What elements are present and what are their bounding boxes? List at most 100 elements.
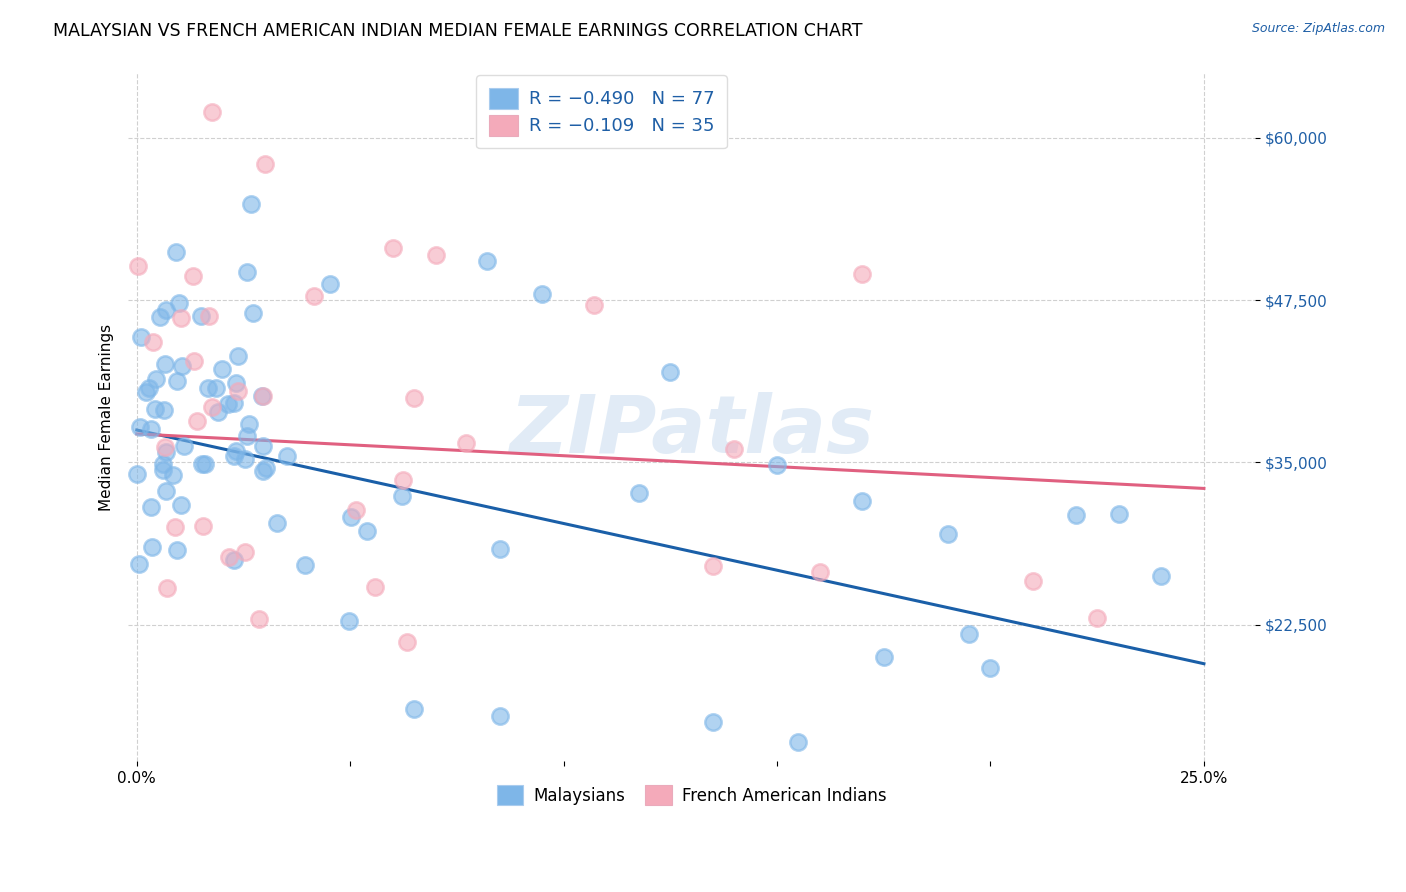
Point	[153, 402, 176, 417]
Point	[129, 330, 152, 344]
Point	[181, 269, 204, 284]
Point	[957, 627, 980, 641]
Point	[211, 362, 233, 376]
Point	[404, 391, 426, 405]
Point	[238, 417, 260, 431]
Point	[851, 267, 873, 281]
Point	[319, 277, 342, 291]
Point	[404, 702, 426, 716]
Point	[392, 473, 415, 487]
Point	[254, 461, 277, 475]
Point	[979, 661, 1001, 675]
Text: Source: ZipAtlas.com: Source: ZipAtlas.com	[1251, 22, 1385, 36]
Point	[155, 445, 177, 459]
Point	[207, 404, 229, 418]
Point	[344, 503, 367, 517]
Point	[294, 558, 316, 572]
Point	[166, 542, 188, 557]
Point	[156, 582, 179, 596]
Point	[135, 385, 157, 400]
Point	[240, 197, 263, 211]
Point	[166, 374, 188, 388]
Point	[128, 557, 150, 571]
Point	[250, 389, 273, 403]
Point	[936, 527, 959, 541]
Text: MALAYSIAN VS FRENCH AMERICAN INDIAN MEDIAN FEMALE EARNINGS CORRELATION CHART: MALAYSIAN VS FRENCH AMERICAN INDIAN MEDI…	[53, 22, 863, 40]
Point	[808, 565, 831, 579]
Point	[186, 414, 208, 428]
Point	[173, 439, 195, 453]
Point	[356, 524, 378, 539]
Point	[183, 354, 205, 368]
Point	[170, 498, 193, 512]
Point	[226, 384, 249, 398]
Point	[276, 449, 298, 463]
Y-axis label: Median Female Earnings: Median Female Earnings	[100, 324, 114, 510]
Point	[172, 359, 194, 373]
Point	[170, 311, 193, 326]
Point	[364, 580, 387, 594]
Legend: Malaysians, French American Indians: Malaysians, French American Indians	[486, 775, 897, 814]
Point	[191, 457, 214, 471]
Point	[129, 420, 152, 434]
Point	[145, 372, 167, 386]
Point	[191, 519, 214, 533]
Point	[247, 612, 270, 626]
Point	[252, 464, 274, 478]
Point	[226, 349, 249, 363]
Point	[873, 650, 896, 665]
Point	[143, 402, 166, 417]
Point	[165, 244, 187, 259]
Point	[723, 442, 745, 456]
Point	[851, 493, 873, 508]
Point	[425, 248, 447, 262]
Point	[391, 489, 413, 503]
Point	[201, 400, 224, 414]
Text: ZIPatlas: ZIPatlas	[509, 392, 875, 470]
Point	[236, 428, 259, 442]
Point	[152, 463, 174, 477]
Point	[233, 452, 256, 467]
Point	[152, 457, 174, 471]
Point	[1085, 611, 1108, 625]
Point	[233, 545, 256, 559]
Point	[475, 254, 498, 268]
Point	[217, 397, 239, 411]
Point	[702, 715, 724, 730]
Point	[127, 259, 149, 273]
Point	[266, 516, 288, 531]
Point	[162, 468, 184, 483]
Point	[339, 510, 361, 524]
Point	[337, 614, 360, 628]
Point	[225, 376, 247, 391]
Point	[381, 241, 404, 255]
Point	[127, 467, 149, 482]
Point	[252, 389, 274, 403]
Point	[197, 381, 219, 395]
Point	[225, 444, 247, 458]
Point	[201, 105, 224, 120]
Point	[1108, 507, 1130, 521]
Point	[198, 309, 221, 323]
Point	[456, 436, 478, 450]
Point	[488, 708, 510, 723]
Point	[1022, 574, 1045, 589]
Point	[190, 309, 212, 323]
Point	[224, 396, 246, 410]
Point	[224, 449, 246, 463]
Point	[702, 559, 724, 574]
Point	[153, 441, 176, 455]
Point	[139, 422, 162, 436]
Point	[583, 298, 606, 312]
Point	[194, 457, 217, 471]
Point	[235, 265, 257, 279]
Point	[242, 306, 264, 320]
Point	[139, 500, 162, 514]
Point	[787, 734, 810, 748]
Point	[489, 542, 512, 557]
Point	[165, 520, 187, 534]
Point	[395, 634, 418, 648]
Point	[1150, 569, 1173, 583]
Point	[149, 310, 172, 324]
Point	[253, 157, 276, 171]
